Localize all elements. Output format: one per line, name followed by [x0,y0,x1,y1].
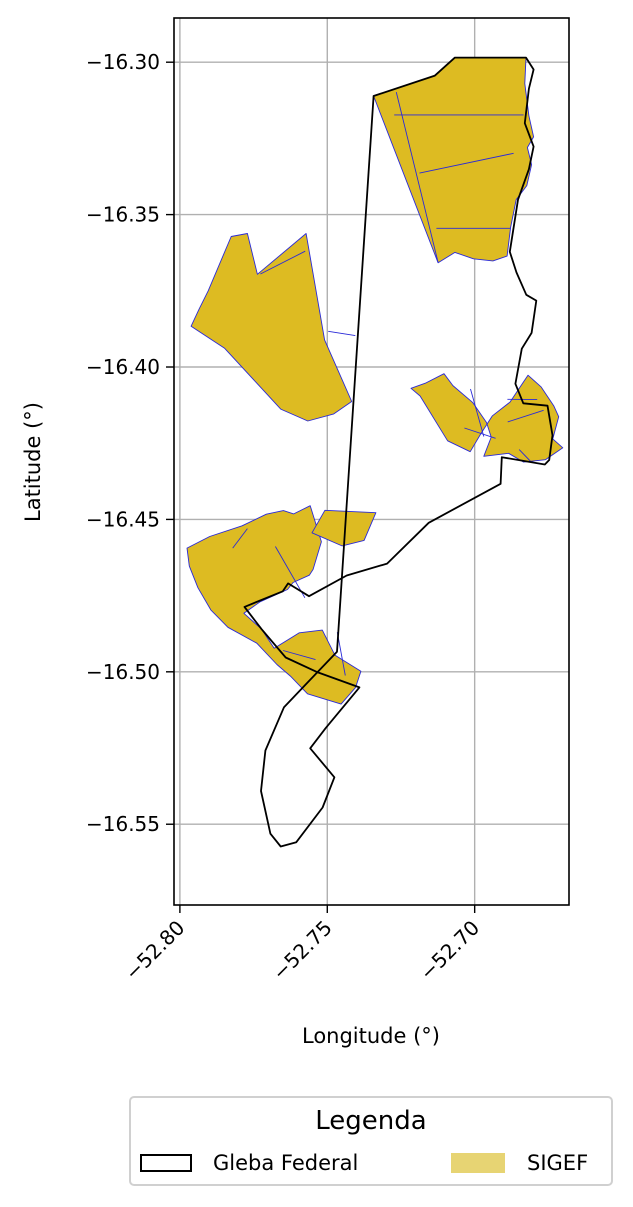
sigef-layer [186,57,564,705]
sigef-boundary [518,449,532,462]
y-tick-label: −16.50 [86,660,160,684]
sigef-parcel [186,505,362,705]
legend-fill-swatch [451,1153,505,1173]
x-axis-label: Longitude (°) [302,1024,440,1048]
map-plot: −52.80 −52.75 −52.70 −16.30 −16.35 −16.40 −16.… [21,17,570,1048]
sigef-boundary [282,650,316,661]
legend-outline-swatch [140,1154,192,1172]
legend-entry-gleba-federal: Gleba Federal [140,1150,358,1176]
x-tick-label: −52.80 [120,916,189,985]
legend: Legenda Gleba Federal SIGEF [129,1096,613,1186]
y-tick-label: −16.55 [86,812,160,836]
legend-label-sigef: SIGEF [527,1151,589,1175]
sigef-boundary [260,250,306,275]
sigef-parcel [190,233,353,422]
x-tick-label: −52.75 [268,916,337,985]
sigef-parcel [311,509,377,547]
sigef-boundary [232,528,248,549]
sigef-parcel [410,373,564,463]
gleba-federal-layer [243,56,554,848]
legend-label-gleba-federal: Gleba Federal [213,1151,359,1175]
legend-entry-sigef: SIGEF [451,1150,588,1176]
y-tick-label: −16.40 [86,355,160,379]
legend-title: Legenda [315,1106,427,1136]
y-tick-label: −16.30 [86,50,160,74]
sigef-boundary [395,91,439,263]
plot-frame [173,17,570,906]
sigef-boundary [470,388,485,437]
y-axis-label: Latitude (°) [21,402,45,522]
sigef-boundary [507,409,544,423]
y-tick-label: −16.35 [86,203,160,227]
sigef-boundary [328,330,356,337]
x-tick-label: −52.70 [415,916,484,985]
sigef-boundary [464,427,496,439]
y-tick-label: −16.45 [86,507,160,531]
sigef-boundary [275,546,306,599]
gleba-federal-outline [243,56,554,848]
sigef-boundary [419,152,514,174]
